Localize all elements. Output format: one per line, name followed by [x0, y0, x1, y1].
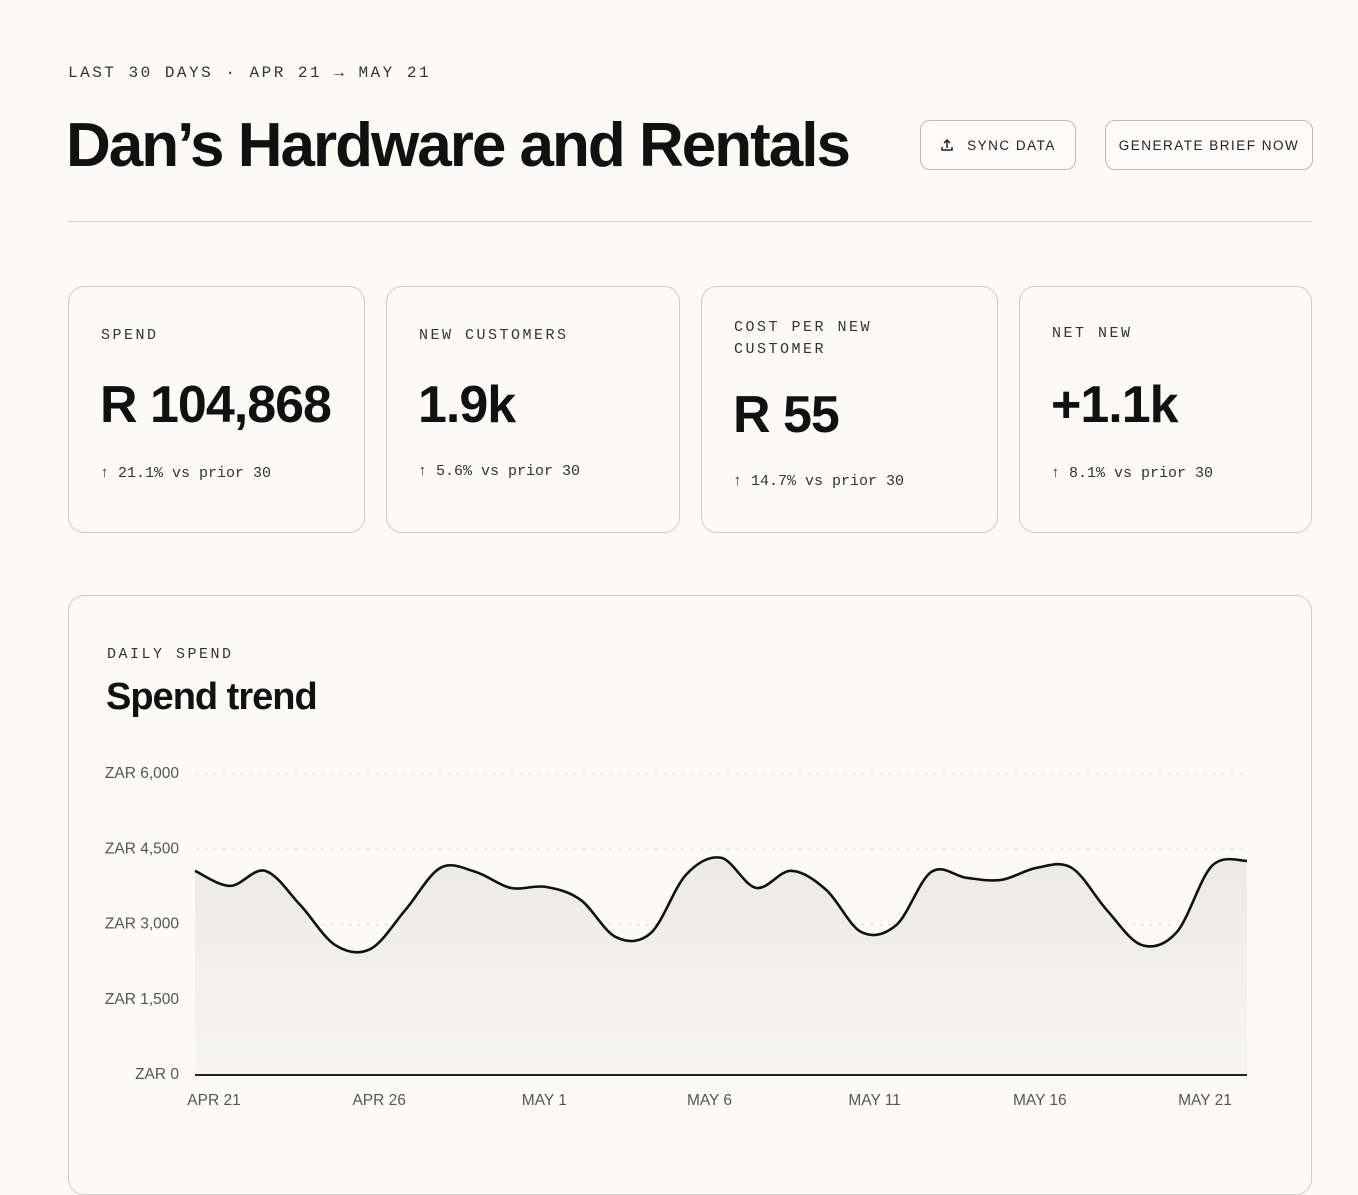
- x-tick-label: MAY 16: [1013, 1092, 1067, 1109]
- period: LAST 30 DAYS · APR 21 → MAY 21: [68, 64, 432, 82]
- chart: ZAR 0 ZAR 1,500 ZAR 3,000 ZAR 4,500 ZAR 6,00…: [105, 765, 1248, 1109]
- kpi-value: 1.9k: [418, 376, 516, 434]
- chart-subtitle: DAILY SPEND: [107, 646, 234, 663]
- y-tick-label: ZAR 1,500: [105, 991, 179, 1008]
- divider: [68, 221, 1312, 222]
- kpi-card: NET NEW +1.1k ↑ 8.1% vs prior 30: [1019, 286, 1312, 533]
- spend-line: [194, 856, 1248, 954]
- kpi-change: ↑ 5.6% vs prior 30: [418, 463, 581, 480]
- kpi-label: NEW CUSTOMERS: [419, 327, 569, 344]
- page-title: Dan’s Hardware and Rentals: [66, 111, 851, 180]
- kpi-value: R 55: [733, 386, 840, 444]
- kpi-label: NET NEW: [1052, 325, 1133, 342]
- kpi-label: COST PER NEW CUSTOMER: [734, 319, 873, 358]
- x-tick-label: APR 26: [352, 1092, 405, 1109]
- x-tick-label: MAY 21: [1178, 1092, 1232, 1109]
- kpi-change: ↑ 14.7% vs prior 30: [733, 473, 905, 490]
- chart-title: Spend trend: [106, 676, 318, 718]
- kpi-card: NEW CUSTOMERS 1.9k ↑ 5.6% vs prior 30: [386, 286, 680, 533]
- sync-button[interactable]: SYNC DATA: [920, 120, 1076, 170]
- x-tick-label: MAY 11: [848, 1092, 901, 1109]
- button-label: SYNC DATA: [967, 137, 1056, 153]
- kpi-change: ↑ 8.1% vs prior 30: [1051, 465, 1214, 482]
- x-tick-label: APR 21: [187, 1092, 240, 1109]
- x-tick-label: MAY 1: [522, 1092, 567, 1109]
- kpi-card: SPEND R 104,868 ↑ 21.1% vs prior 30: [68, 286, 365, 533]
- kpi-label: SPEND: [101, 327, 159, 344]
- kpi-card: COST PER NEW CUSTOMER R 55 ↑ 14.7% vs pr…: [701, 286, 998, 533]
- kpi-change: ↑ 21.1% vs prior 30: [100, 465, 272, 482]
- area-fill: [195, 857, 1247, 1075]
- y-tick-label: ZAR 4,500: [105, 840, 179, 857]
- kpi-value: +1.1k: [1051, 376, 1179, 434]
- y-tick-label: ZAR 3,000: [105, 916, 179, 933]
- brief-button[interactable]: GENERATE BRIEF NOW: [1105, 120, 1313, 170]
- button-label: GENERATE BRIEF NOW: [1118, 137, 1300, 153]
- page: LAST 30 DAYS · APR 21 → MAY 21 Dan’s Har…: [66, 64, 1313, 1195]
- y-tick-label: ZAR 0: [135, 1066, 179, 1083]
- kpi-value: R 104,868: [100, 376, 332, 434]
- sync-icon: [941, 138, 953, 151]
- x-tick-label: MAY 6: [687, 1092, 732, 1109]
- y-tick-label: ZAR 6,000: [105, 765, 179, 782]
